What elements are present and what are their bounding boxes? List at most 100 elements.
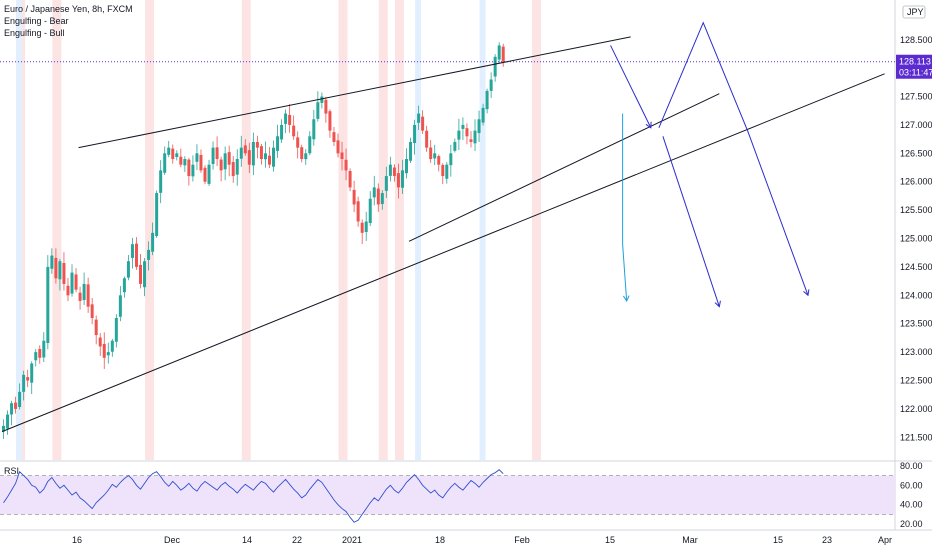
- rsi-tick-label: 60.00: [900, 480, 923, 490]
- rsi-line: [3, 469, 504, 523]
- time-tick-label: Feb: [514, 535, 530, 545]
- candle-body: [126, 261, 130, 278]
- engulfing-bear-band: [241, 0, 251, 460]
- candle-body: [14, 402, 18, 409]
- candle-body: [10, 403, 14, 415]
- projection-arrows[interactable]: [610, 21, 810, 308]
- candle-body: [417, 113, 421, 123]
- candle-body: [130, 244, 134, 258]
- candle-body: [384, 176, 388, 191]
- engulfing-bull-band: [16, 0, 23, 460]
- time-tick-label: 22: [292, 535, 302, 545]
- candle-body: [106, 352, 110, 356]
- price-tick-label: 128.500: [900, 35, 932, 45]
- candle-body: [18, 391, 22, 407]
- candle-body: [151, 232, 155, 252]
- rsi-band: [0, 475, 895, 515]
- candle-body: [163, 153, 167, 173]
- rsi-tick-label: 40.00: [900, 500, 923, 510]
- candle-body: [90, 304, 94, 319]
- engulfing-bands: [16, 0, 541, 460]
- candle-body: [380, 193, 384, 204]
- candle-body: [433, 153, 437, 159]
- price-tick-label: 122.500: [900, 375, 932, 385]
- price-tick-label: 127.000: [900, 120, 932, 130]
- time-tick-label: Apr: [878, 535, 892, 545]
- candle-body: [239, 147, 243, 159]
- candle-body: [30, 363, 34, 383]
- time-tick-label: 14: [242, 535, 252, 545]
- zigzag-arrow-head: [803, 289, 810, 297]
- candle-body: [219, 159, 223, 171]
- price-tick-label: 126.000: [900, 177, 932, 187]
- candle-body: [215, 147, 219, 160]
- price-tick-label: 124.500: [900, 262, 932, 272]
- engulfing-bear-band: [145, 0, 155, 460]
- time-axis[interactable]: 16 Dec 14 22 2021 18 Feb 15 Mar 15 23 Apr: [72, 535, 892, 545]
- trendlines[interactable]: [1, 36, 885, 433]
- candle-body: [50, 255, 54, 269]
- candle-body: [332, 132, 336, 142]
- price-tick-label: 127.500: [900, 92, 932, 102]
- rsi-series: [3, 469, 504, 523]
- candle-body: [2, 425, 5, 432]
- price-tick-label: 124.000: [900, 290, 932, 300]
- decline-arrow: [662, 136, 720, 307]
- engulfing-bull-band: [479, 0, 486, 460]
- bar-countdown: 03:11:47: [899, 68, 932, 78]
- candle-body: [227, 152, 231, 165]
- decline-arrow-head: [714, 300, 721, 308]
- rsi-axis: 20.00 40.00 60.00 80.00: [900, 461, 923, 529]
- candle-body: [110, 340, 114, 352]
- candle-body: [231, 162, 235, 177]
- price-axis[interactable]: 121.500 122.000 122.500 123.000 123.500 124.0…: [900, 35, 932, 443]
- candle-body: [348, 170, 352, 188]
- candle-body: [187, 159, 191, 177]
- candle-body: [58, 261, 62, 280]
- candle-body: [235, 159, 239, 175]
- candle-body: [316, 102, 320, 119]
- engulfing-bear-band: [52, 0, 62, 460]
- candle-body: [405, 159, 408, 174]
- candle-body: [364, 221, 368, 233]
- candle-body: [352, 189, 356, 205]
- candle-body: [195, 153, 199, 162]
- candle-body: [26, 377, 30, 381]
- rising-wedge-upper: [78, 36, 631, 149]
- candle-body: [280, 124, 284, 140]
- candle-body: [263, 153, 267, 160]
- bounce-projection: [622, 113, 628, 302]
- candle-body: [453, 141, 457, 151]
- candle-body: [372, 187, 376, 198]
- candle-body: [296, 137, 300, 148]
- candle-body: [368, 198, 372, 224]
- currency-badge-bg[interactable]: [902, 5, 926, 19]
- legend-engulfing-bull[interactable]: Engulfing - Bull: [4, 28, 65, 38]
- candle-body: [102, 343, 106, 358]
- candle-body: [6, 414, 10, 429]
- candle-body: [247, 150, 251, 165]
- candle-body: [276, 136, 280, 151]
- engulfing-bear-band: [378, 0, 388, 460]
- long-term-support: [1, 73, 885, 433]
- legend-engulfing-bear[interactable]: Engulfing - Bear: [4, 16, 69, 26]
- candle-body: [94, 319, 98, 336]
- engulfing-bear-band: [531, 0, 541, 460]
- candle-body: [336, 140, 340, 154]
- time-tick-label: 23: [822, 535, 832, 545]
- candle-body: [501, 46, 505, 62]
- price-tick-label: 126.500: [900, 148, 932, 158]
- candle-body: [70, 272, 74, 294]
- candle-body: [207, 164, 211, 184]
- candle-body: [82, 283, 86, 300]
- price-tick-label: 122.000: [900, 404, 932, 414]
- candle-body: [54, 257, 58, 279]
- candle-body: [267, 155, 271, 165]
- rsi-pane-title: RSI: [4, 466, 19, 476]
- candle-body: [481, 107, 485, 123]
- currency-badge[interactable]: JPY: [907, 7, 924, 17]
- price-tick-label: 125.500: [900, 205, 932, 215]
- candle-body: [421, 116, 425, 131]
- candle-body: [469, 139, 473, 142]
